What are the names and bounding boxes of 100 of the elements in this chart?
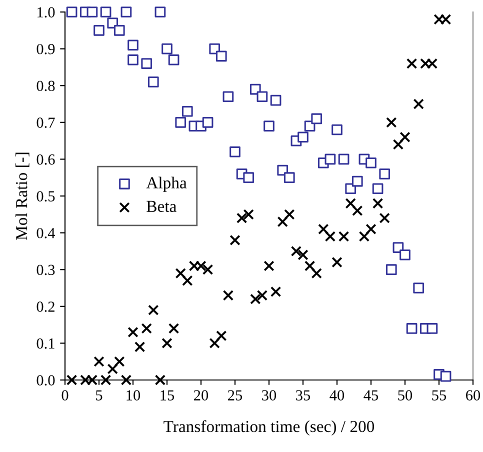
point [256, 290, 268, 301]
point [352, 205, 363, 216]
point [345, 183, 356, 194]
point [386, 264, 397, 276]
point [120, 374, 132, 386]
point [345, 198, 356, 209]
point [406, 58, 418, 69]
point [440, 370, 452, 382]
point [168, 54, 180, 66]
point [128, 54, 138, 66]
x-tick-label: 35 [296, 390, 310, 400]
point [66, 374, 78, 386]
point [141, 323, 152, 334]
point [332, 256, 342, 268]
point [243, 172, 254, 184]
point [304, 260, 316, 272]
point [114, 24, 125, 36]
point [366, 224, 376, 234]
point [256, 91, 268, 102]
point [222, 290, 234, 301]
point [352, 176, 363, 187]
x-tick-label: 60 [466, 390, 480, 400]
point [264, 120, 274, 132]
point [202, 264, 214, 275]
point [128, 40, 138, 51]
point [134, 342, 146, 352]
y-tick-label: 0.9 [36, 44, 55, 54]
point [413, 282, 424, 294]
x-tick-label: 10 [126, 390, 140, 400]
x-tick-label: 0 [62, 390, 68, 400]
x-tick-label: 30 [262, 390, 276, 400]
point [332, 124, 342, 136]
legend-label: Alpha [146, 176, 187, 192]
point [154, 6, 166, 18]
x-axis-title: Transformation time (sec) / 200 [164, 420, 374, 436]
point [324, 231, 336, 242]
point [284, 172, 295, 184]
point [175, 116, 186, 128]
point [386, 117, 397, 128]
point [100, 6, 112, 18]
point [100, 374, 112, 386]
y-tick-label: 0.3 [36, 264, 55, 276]
point [162, 338, 172, 349]
point [372, 198, 384, 209]
point [270, 286, 282, 298]
point [338, 154, 350, 165]
point [230, 146, 240, 158]
y-tick-label: 0.2 [36, 302, 54, 312]
point [311, 268, 322, 279]
x-tick-label: 50 [398, 390, 412, 400]
point [406, 323, 418, 334]
point [400, 249, 410, 260]
y-tick-label: 0.5 [36, 191, 55, 202]
legend-label: Beta [146, 200, 176, 212]
point [311, 113, 322, 124]
point [413, 98, 424, 110]
point [250, 294, 261, 304]
point [222, 91, 234, 102]
point [107, 364, 118, 374]
y-tick-label: 1.0 [38, 7, 55, 18]
point [86, 6, 98, 18]
point [148, 76, 159, 88]
point [366, 157, 376, 168]
point [372, 183, 384, 194]
point [236, 212, 248, 224]
y-tick-label: 0.6 [36, 154, 55, 165]
point [392, 139, 404, 150]
x-tick-label: 15 [160, 390, 174, 400]
point [426, 323, 438, 334]
x-tick-label: 45 [364, 390, 378, 400]
x-tick-label: 25 [228, 390, 242, 400]
point [66, 6, 78, 18]
point [270, 94, 282, 106]
point [162, 43, 172, 54]
point [216, 330, 227, 342]
point [216, 50, 227, 62]
point [209, 338, 220, 349]
point [298, 132, 308, 143]
y-tick-label: 0.7 [36, 118, 55, 128]
point [202, 116, 214, 128]
point [277, 216, 288, 228]
point [284, 209, 295, 220]
point [168, 323, 180, 334]
point [298, 250, 308, 260]
y-tick-label: 0.8 [36, 80, 55, 92]
point [324, 154, 336, 165]
point [318, 224, 329, 234]
point [120, 6, 132, 18]
y-tick-label: 0.0 [36, 375, 55, 386]
x-tick-label: 5 [96, 390, 102, 400]
y-tick-label: 0.4 [36, 228, 56, 238]
y-tick-label: 0.1 [36, 338, 54, 349]
point [94, 356, 104, 367]
point [154, 374, 166, 386]
point [148, 304, 159, 316]
y-axis-title: Mol Ratio [-] [16, 152, 30, 240]
point [175, 268, 186, 279]
point [338, 231, 350, 242]
point [94, 24, 104, 36]
point [114, 356, 125, 367]
